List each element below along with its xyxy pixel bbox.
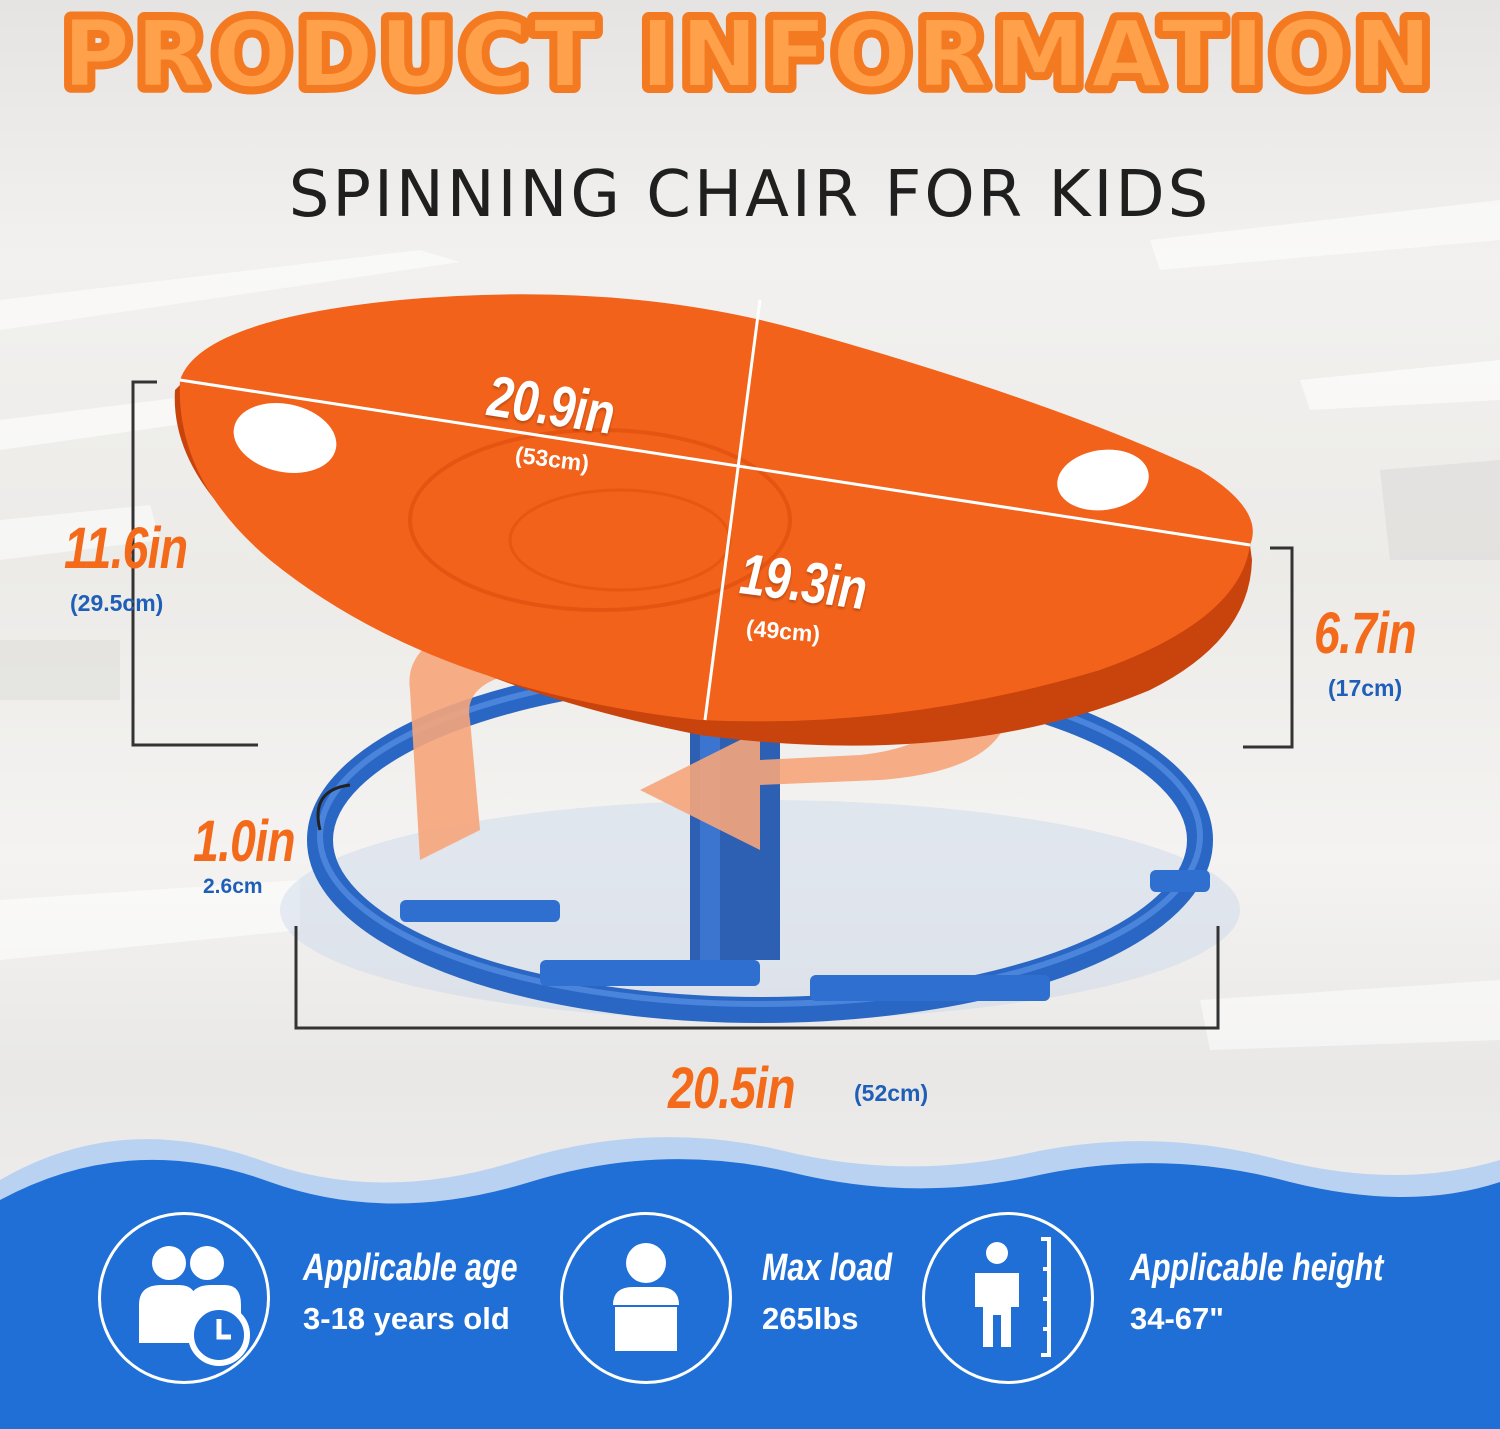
feature-age: Applicable age 3-18 years old [98, 1212, 538, 1387]
seat-width-line [703, 299, 762, 721]
tube-diameter-marker [316, 783, 351, 831]
title-text: PRODUCT INFORMATION [63, 1, 1438, 108]
handle-hole-right [1057, 449, 1149, 511]
feature-band [0, 1137, 1500, 1429]
tube-diameter-value: 1.0in [193, 809, 296, 874]
page-subtitle: SPINNING CHAIR FOR KIDS [288, 158, 1212, 232]
feature-height-title: Applicable height [1130, 1247, 1384, 1289]
handle-hole-left [233, 403, 337, 473]
seat-length-line [179, 378, 1251, 547]
total-height-value: 11.6in [64, 516, 188, 581]
height-circle [922, 1212, 1094, 1384]
page-title: PRODUCT INFORMATION PRODUCT INFORMATION [56, 0, 1439, 110]
feature-age-value: 3-18 years old [303, 1301, 510, 1336]
total-height-metric: (29.5cm) [70, 590, 164, 616]
height-icon [975, 1237, 1051, 1357]
seat-height-bracket [1243, 546, 1294, 749]
title-shadow: PRODUCT INFORMATION [63, 1, 1438, 108]
base-width-value: 20.5in [668, 1056, 796, 1121]
feature-load: Max load 265lbs [560, 1212, 920, 1387]
feature-load-title: Max load [762, 1247, 893, 1289]
foot-front [540, 960, 760, 986]
seat-top [179, 294, 1253, 722]
base-width-metric: (52cm) [854, 1080, 929, 1106]
foot-left [400, 900, 560, 922]
feature-age-title: Applicable age [303, 1247, 518, 1289]
feature-height: Applicable height 34-67" [922, 1212, 1422, 1387]
base-width-bracket [294, 926, 1220, 1030]
total-height-bracket [131, 380, 258, 747]
load-circle [560, 1212, 732, 1384]
seat-height-value: 6.7in [1314, 601, 1417, 666]
load-icon [613, 1243, 679, 1351]
feature-load-value: 265lbs [762, 1301, 859, 1336]
seat-height-metric: (17cm) [1328, 675, 1403, 701]
age-icon [139, 1246, 250, 1366]
feature-height-value: 34-67" [1130, 1301, 1224, 1336]
foot-right [810, 975, 1050, 1001]
tube-diameter-metric: 2.6cm [203, 875, 263, 898]
age-circle [98, 1212, 270, 1384]
